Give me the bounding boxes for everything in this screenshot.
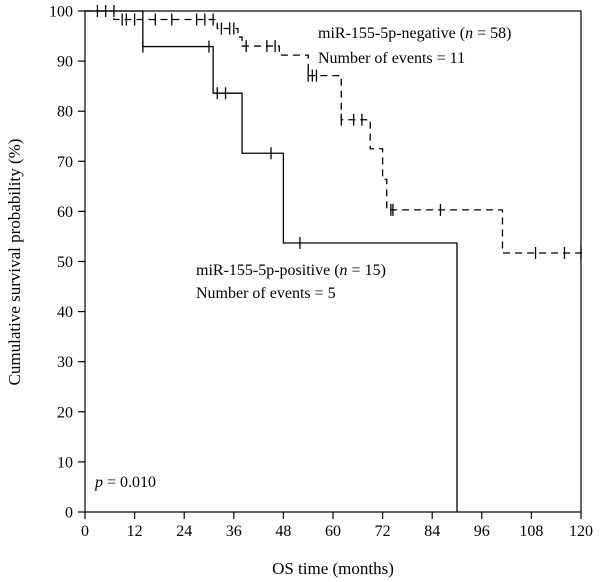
y-tick-label: 0	[65, 505, 73, 522]
x-tick-label: 72	[375, 523, 391, 540]
x-tick-label: 48	[275, 523, 291, 540]
legend-negative-n-value: = 58)	[473, 25, 511, 42]
x-tick-label: 120	[569, 523, 593, 540]
x-tick-label: 24	[176, 523, 192, 540]
p-value-annotation: p = 0.010	[94, 474, 156, 491]
y-tick-label: 20	[57, 404, 73, 421]
survival-curve-positive	[85, 10, 458, 512]
x-tick-label: 84	[424, 523, 440, 540]
survival-curve-negative	[85, 10, 586, 254]
y-tick-label: 10	[57, 454, 73, 471]
x-tick-label: 36	[226, 523, 242, 540]
series-layer	[85, 5, 586, 512]
legend-negative-n-symbol: n	[465, 25, 473, 42]
legend-positive-title: miR-155-5p-positive (n = 15)	[196, 262, 386, 279]
y-axis-label: Cumulative survival probability (%)	[5, 139, 24, 386]
y-tick-label: 50	[57, 254, 73, 271]
y-tick-label: 100	[49, 4, 73, 21]
legend-negative-title: miR-155-5p-negative (n = 58)	[318, 25, 511, 42]
y-tick-label: 80	[57, 104, 73, 121]
legend-negative-events: Number of events = 11	[318, 50, 465, 67]
axes: 0 12 24 36 48 60 72 84 96 108 120 0 10 20 30 40 50 60 70 80…	[49, 4, 593, 541]
y-tick-label: 40	[57, 304, 73, 321]
legend-positive-n-value: = 15)	[348, 262, 386, 279]
p-value-text: = 0.010	[103, 474, 156, 491]
legend-positive-n-symbol: n	[340, 262, 348, 279]
x-tick-label: 96	[474, 523, 490, 540]
legend-positive-events: Number of events = 5	[196, 285, 336, 302]
p-value-symbol: p	[94, 474, 103, 491]
legend-negative-name: miR-155-5p-negative	[318, 25, 456, 42]
legend-positive-name: miR-155-5p-positive	[196, 262, 330, 279]
x-tick-label: 12	[127, 523, 143, 540]
y-tick-label: 60	[57, 204, 73, 221]
x-axis-label: OS time (months)	[272, 559, 394, 578]
y-tick-label: 90	[57, 54, 73, 71]
x-tick-label: 108	[519, 523, 543, 540]
y-tick-label: 30	[57, 354, 73, 371]
x-tick-label: 60	[325, 523, 341, 540]
x-tick-label: 0	[81, 523, 89, 540]
y-tick-label: 70	[57, 154, 73, 171]
